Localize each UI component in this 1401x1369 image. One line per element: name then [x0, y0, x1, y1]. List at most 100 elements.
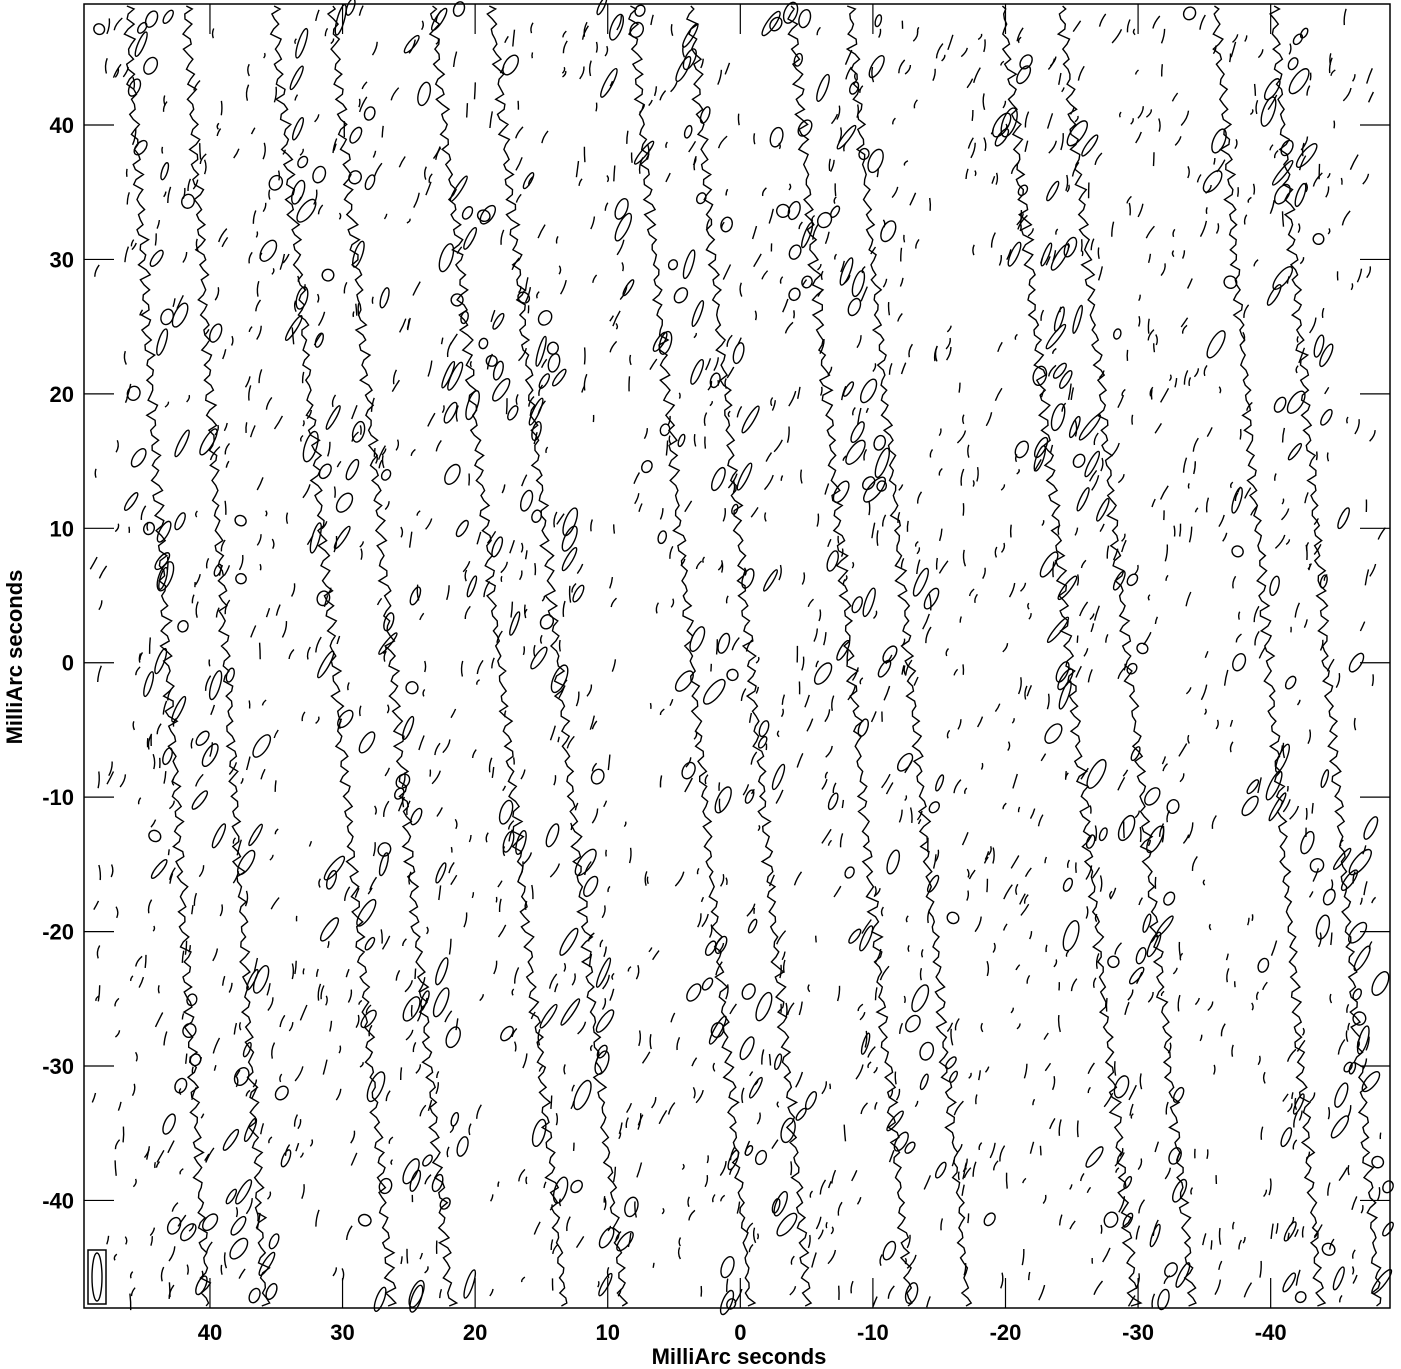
contour-fragment: [588, 953, 593, 968]
contour-oval: [430, 7, 448, 32]
contour-fragment: [439, 1288, 443, 1299]
contour-fragment: [301, 371, 305, 384]
contour-fragment: [108, 761, 113, 777]
contour-fragment: [847, 685, 856, 701]
contour-fragment: [1006, 249, 1012, 261]
contour-fragment: [941, 54, 946, 62]
contour-oval: [720, 216, 733, 233]
contour-fragment: [195, 601, 199, 618]
contour-fragment: [1004, 123, 1008, 131]
contour-fragment: [815, 660, 820, 668]
contour-fragment: [816, 513, 820, 527]
contour-fragment: [205, 1147, 215, 1163]
contour-fragment: [355, 1014, 360, 1028]
contour-fragment: [552, 1244, 559, 1254]
contour-oval: [295, 286, 309, 310]
contour-fragment: [1179, 773, 1185, 783]
contour-fragment: [843, 274, 851, 285]
contour-oval: [546, 341, 559, 355]
contour-fragment: [659, 90, 667, 101]
contour-fragment: [191, 1086, 197, 1100]
contour-fragment: [498, 898, 502, 913]
contour-fragment: [402, 938, 407, 947]
contour-fragment: [1149, 386, 1154, 397]
contour-fragment: [441, 405, 445, 414]
contour-fragment: [815, 935, 817, 943]
contour-fragment: [550, 1239, 554, 1251]
contour-fragment: [123, 350, 127, 365]
contour-fragment: [1199, 1034, 1203, 1042]
contour-fragment: [589, 1044, 593, 1052]
contour-fragment: [1028, 612, 1032, 620]
contour-fragment: [338, 718, 343, 730]
contour-oval: [848, 928, 862, 944]
y-tick-label: 0: [62, 651, 74, 676]
contour-fragment: [271, 1042, 276, 1059]
contour-oval: [312, 165, 327, 184]
contour-fragment: [370, 397, 375, 412]
contour-fragment: [926, 1296, 931, 1308]
contour-oval: [209, 323, 223, 343]
contour-fragment: [471, 749, 477, 758]
contour-fragment: [213, 1065, 217, 1071]
contour-oval: [162, 1113, 176, 1135]
contour-fragment: [1232, 34, 1239, 43]
contour-fragment: [436, 807, 443, 817]
contour-fragment: [406, 218, 411, 224]
contour-fragment: [1253, 259, 1259, 267]
contour-fragment: [1371, 674, 1374, 687]
contour-fragment: [279, 253, 286, 270]
contour-fragment: [313, 333, 323, 346]
contour-fragment: [186, 1264, 189, 1275]
contour-fragment: [956, 430, 967, 444]
contour-fragment: [473, 82, 476, 100]
contour-oval: [935, 774, 945, 792]
contour-fragment: [386, 704, 390, 714]
contour-fragment: [455, 1018, 459, 1031]
contour-fragment: [114, 1030, 121, 1038]
contour-fragment: [906, 1254, 917, 1269]
contour-fragment: [1080, 1172, 1085, 1182]
contour-oval: [1072, 453, 1086, 468]
contour-fragment: [1295, 1269, 1301, 1286]
contour-fragment: [999, 1145, 1006, 1162]
contour-fragment: [1327, 1107, 1331, 1120]
contour-fragment: [223, 565, 231, 576]
contour-fragment: [347, 682, 350, 691]
contour-fragment: [1058, 72, 1062, 85]
contour-fragment: [256, 325, 262, 340]
contour-oval: [485, 354, 498, 367]
contour-fragment: [422, 688, 426, 697]
contour-oval: [162, 747, 173, 766]
contour-fragment: [135, 666, 141, 676]
contour-oval: [449, 175, 468, 202]
contour-fragment: [401, 772, 406, 788]
contour-fragment: [1337, 1039, 1346, 1055]
contour-fragment: [1298, 347, 1306, 364]
contour-fragment: [946, 1022, 954, 1033]
contour-fragment: [972, 480, 975, 487]
contour-oval: [1095, 497, 1110, 522]
contour-fragment: [1029, 1141, 1035, 1154]
contour-fragment: [1111, 29, 1123, 44]
contour-fragment: [205, 557, 210, 569]
contour-fragment: [198, 1057, 202, 1065]
contour-oval: [144, 10, 159, 28]
contour-fragment: [240, 778, 244, 785]
contour-oval: [237, 849, 256, 876]
contour-fragment: [1076, 574, 1080, 586]
contour-fragment: [1117, 776, 1126, 791]
contour-fragment: [844, 574, 848, 582]
contour-fragment: [210, 704, 216, 716]
axis-ticks: [84, 4, 1390, 1308]
contour-oval: [1166, 799, 1180, 814]
contour-fragment: [1094, 913, 1098, 923]
contour-fragment: [515, 394, 519, 405]
contour-fragment: [1058, 1119, 1062, 1136]
contour-fragment: [1162, 763, 1168, 772]
contour-fragment: [978, 1142, 983, 1151]
contour-fragment: [967, 444, 970, 458]
contour-fragment: [736, 337, 742, 346]
contour-oval: [233, 1067, 250, 1086]
contour-fragment: [980, 762, 984, 770]
